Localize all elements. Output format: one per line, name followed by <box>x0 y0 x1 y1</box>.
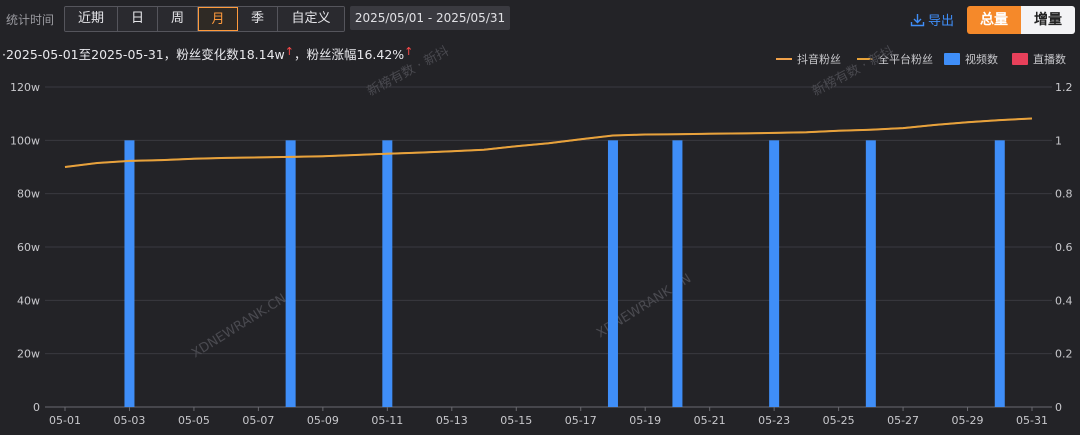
total-button[interactable]: 总量 <box>967 6 1021 34</box>
y-right-tick-label: 1 <box>1055 134 1062 147</box>
x-tick-label: 05-09 <box>307 414 339 427</box>
legend-label: 视频数 <box>965 53 998 66</box>
y-right-tick-label: 0 <box>1055 401 1062 414</box>
y-left-tick-label: 40w <box>17 294 40 307</box>
video-count-bar <box>607 140 618 408</box>
y-right-tick-label: 0.8 <box>1055 188 1073 201</box>
x-tick-label: 05-17 <box>565 414 597 427</box>
y-right-tick-label: 0.6 <box>1055 241 1073 254</box>
y-right-tick-label: 0.2 <box>1055 348 1073 361</box>
video-count-bar <box>285 140 296 408</box>
y-right-tick-label: 1.2 <box>1055 81 1073 94</box>
total-increment-toggle: 总量 增量 <box>967 6 1075 34</box>
legend-item-douyin[interactable]: 抖音粉丝 <box>776 52 841 66</box>
legend-item-video[interactable]: 视频数 <box>944 52 998 66</box>
tab-week[interactable]: 周 <box>158 7 198 31</box>
up-arrow-icon: ↑ <box>284 45 294 58</box>
y-left-tick-label: 100w <box>10 134 40 147</box>
download-icon <box>910 13 925 26</box>
video-count-bar <box>124 140 135 408</box>
stat-time-label: 统计时间 <box>6 13 55 27</box>
legend-label: 抖音粉丝 <box>797 53 841 66</box>
x-tick-label: 05-21 <box>694 414 726 427</box>
tab-month[interactable]: 月 <box>198 7 238 31</box>
increment-button[interactable]: 增量 <box>1021 6 1075 34</box>
y-left-tick-label: 60w <box>17 241 40 254</box>
x-tick-label: 05-05 <box>178 414 210 427</box>
x-tick-label: 05-13 <box>436 414 468 427</box>
video-count-bar <box>865 140 876 408</box>
video-count-bar <box>994 140 1005 408</box>
x-tick-label: 05-19 <box>629 414 661 427</box>
fans-summary: ·2025-05-01至2025-05-31，粉丝变化数18.14w↑，粉丝涨幅… <box>2 44 413 63</box>
x-tick-label: 05-31 <box>1016 414 1048 427</box>
export-button[interactable]: 导出 <box>910 10 954 29</box>
summary-range-text: ·2025-05-01至2025-05-31，粉丝变化数18.14w <box>2 47 285 62</box>
tab-recent[interactable]: 近期 <box>65 7 118 31</box>
toolbar: 统计时间 近期 日 周 月 季 自定义 2025/05/01 - 2025/05… <box>0 6 1080 34</box>
y-left-tick-label: 120w <box>10 81 40 94</box>
x-tick-label: 05-23 <box>758 414 790 427</box>
tab-day[interactable]: 日 <box>118 7 158 31</box>
x-tick-label: 05-15 <box>500 414 532 427</box>
period-tabs: 近期 日 周 月 季 自定义 <box>64 6 345 32</box>
watermark: 新榜有数 · 新抖 <box>809 43 896 100</box>
x-tick-label: 05-01 <box>49 414 81 427</box>
tab-quarter[interactable]: 季 <box>238 7 278 31</box>
export-label: 导出 <box>928 14 955 29</box>
y-left-tick-label: 0 <box>33 401 40 414</box>
tab-custom[interactable]: 自定义 <box>278 7 344 31</box>
watermark: 新榜有数 · 新抖 <box>364 43 451 100</box>
legend-bar-swatch <box>1012 53 1028 65</box>
video-count-bar <box>382 140 393 408</box>
x-tick-label: 05-07 <box>242 414 274 427</box>
x-tick-label: 05-25 <box>823 414 855 427</box>
y-right-tick-label: 0.4 <box>1055 294 1073 307</box>
video-count-bar <box>672 140 683 408</box>
summary-growth-text: ，粉丝涨幅16.42% <box>294 47 405 62</box>
y-left-tick-label: 80w <box>17 188 40 201</box>
x-tick-label: 05-03 <box>113 414 145 427</box>
video-count-bar <box>769 140 780 408</box>
x-tick-label: 05-27 <box>887 414 919 427</box>
y-left-tick-label: 20w <box>17 348 40 361</box>
watermark: XDNEWRANK.CN <box>189 291 289 361</box>
x-tick-label: 05-29 <box>952 414 984 427</box>
legend-item-all-platform[interactable]: 全平台粉丝 <box>857 52 933 66</box>
legend-line-swatch <box>857 58 873 60</box>
legend-label: 全平台粉丝 <box>878 53 933 66</box>
x-tick-label: 05-11 <box>371 414 403 427</box>
legend-bar-swatch <box>944 53 960 65</box>
up-arrow-icon: ↑ <box>404 45 414 58</box>
all-platform-fans-line <box>64 117 1033 168</box>
date-range-picker[interactable]: 2025/05/01 - 2025/05/31 <box>350 6 510 30</box>
legend-line-swatch <box>776 58 792 60</box>
legend-label: 直播数 <box>1033 53 1066 66</box>
legend-item-live[interactable]: 直播数 <box>1012 52 1066 66</box>
